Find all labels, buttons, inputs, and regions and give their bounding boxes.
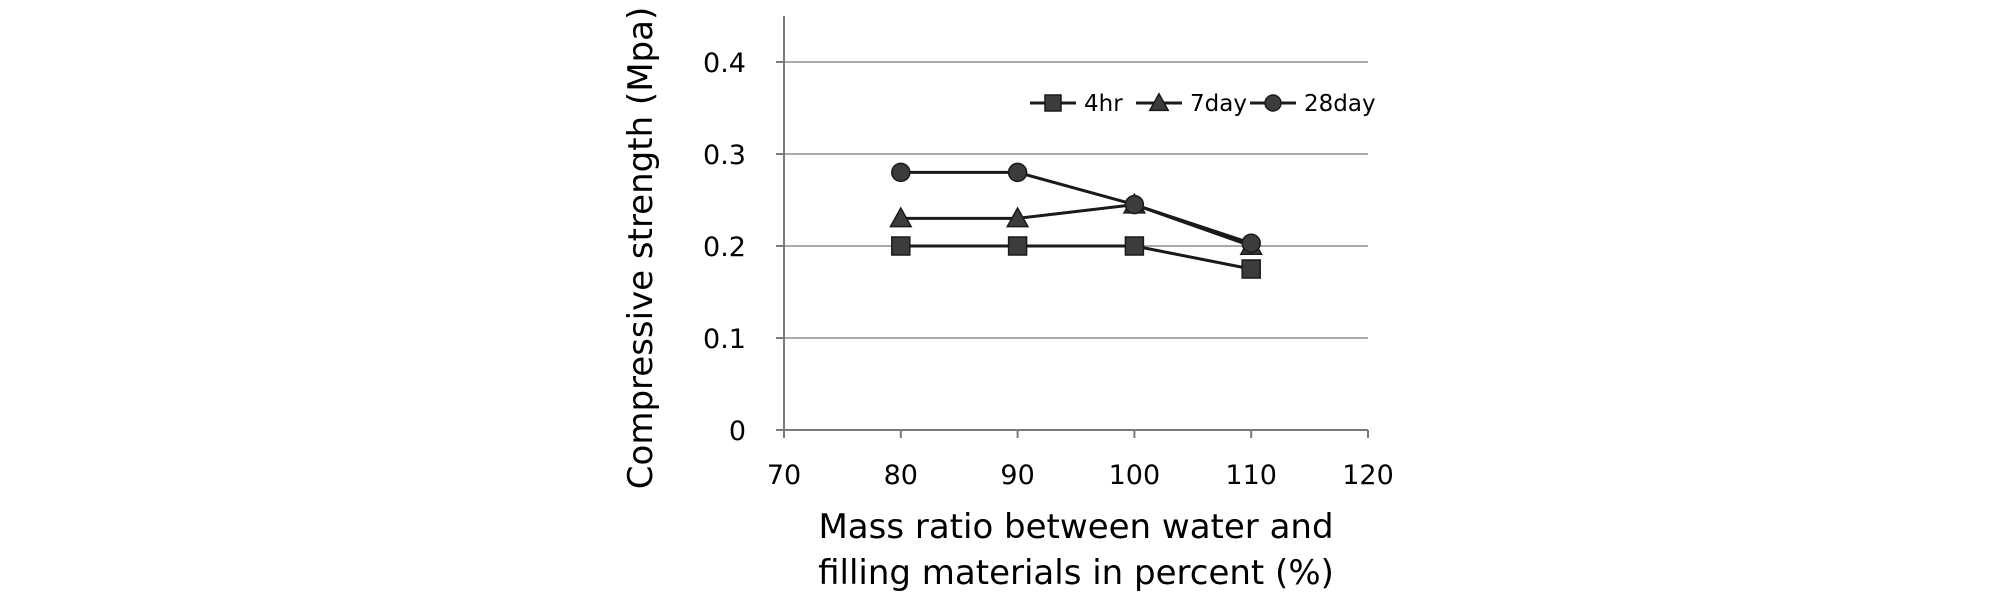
y-axis-title: Compressive strength (Mpa) (621, 7, 661, 489)
x-tick-label: 80 (884, 460, 918, 491)
series-line-28day (900, 170, 1252, 245)
y-tick-label: 0.1 (703, 324, 746, 355)
data-point-28day-2 (1124, 194, 1145, 215)
y-tick-label: 0 (729, 416, 746, 447)
legend: 4hr 7day 28day (1030, 91, 1376, 117)
data-point-4hr-1 (1007, 236, 1028, 256)
x-tick-label: 90 (1000, 460, 1034, 491)
y-tick-label: 0.2 (703, 232, 746, 263)
data-point-28day-1 (1007, 162, 1028, 183)
y-tick-label: 0.3 (703, 140, 746, 171)
series-line-4hr (900, 244, 1252, 271)
legend-label-28day: 28day (1304, 91, 1376, 117)
x-axis-title-line-2: filling materials in percent (%) (818, 553, 1334, 593)
data-point-4hr-0 (891, 236, 911, 256)
data-point-4hr-3 (1241, 259, 1261, 279)
legend-label-7day: 7day (1190, 91, 1247, 117)
data-point-4hr-2 (1124, 236, 1145, 256)
x-tick-label: 110 (1225, 460, 1277, 491)
series-layer (889, 162, 1263, 279)
y-tick-label: 0.4 (703, 48, 746, 79)
data-point-7day-0 (889, 206, 913, 228)
legend-marker-28day (1264, 94, 1282, 112)
x-tick-label: 100 (1109, 460, 1161, 491)
x-axis-title-line-1: Mass ratio between water and (818, 507, 1333, 547)
x-tick-label: 70 (767, 460, 801, 491)
legend-marker-4hr (1044, 94, 1062, 112)
data-point-28day-0 (891, 162, 911, 183)
data-point-28day-3 (1241, 233, 1261, 253)
legend-label-4hr: 4hr (1084, 91, 1123, 117)
axis-layer: 0 0.1 0.2 0.3 0.4 70 80 90 100 110 120 (703, 16, 1394, 491)
x-tick-label: 120 (1342, 460, 1394, 491)
legend-marker-7day (1148, 92, 1170, 112)
data-point-7day-1 (1005, 206, 1030, 228)
